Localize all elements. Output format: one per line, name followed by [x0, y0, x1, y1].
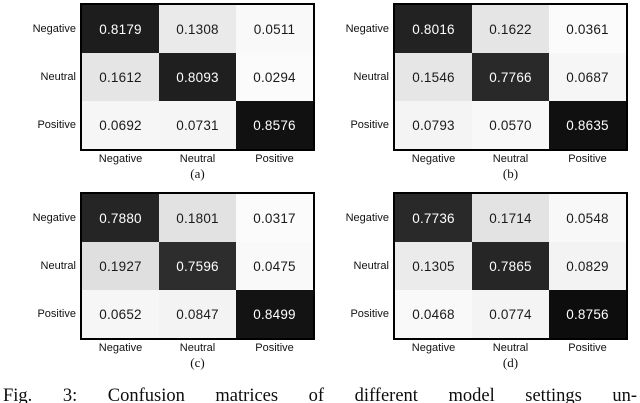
- y-tick-label: Neutral: [40, 71, 76, 83]
- y-tick-label: Positive: [350, 308, 389, 320]
- matrix-cell: 0.1305: [395, 242, 472, 290]
- matrix-cell: 0.8093: [159, 53, 236, 101]
- matrix-cell: 0.0361: [549, 5, 626, 53]
- matrix-cell: 0.1546: [395, 53, 472, 101]
- matrix-cell: 0.1801: [159, 194, 236, 242]
- matrix-cell: 0.0294: [236, 53, 313, 101]
- confusion-matrix-panel-a: 0.8179 0.1308 0.0511 0.1612 0.8093 0.0294 0.06…: [0, 0, 320, 186]
- x-tick-label: Neutral: [492, 153, 529, 165]
- x-tick-label: Positive: [568, 153, 607, 165]
- y-tick-label: Negative: [345, 23, 389, 35]
- matrix-cell: 0.0570: [472, 101, 549, 149]
- matrix-cell: 0.0475: [236, 242, 313, 290]
- matrix-cell: 0.8499: [236, 290, 313, 338]
- matrix-cell: 0.8635: [549, 101, 626, 149]
- matrix-cell: 0.0548: [549, 194, 626, 242]
- x-tick-label: Negative: [411, 342, 456, 354]
- confusion-matrix-panel-b: 0.8016 0.1622 0.0361 0.1546 0.7766 0.0687 0.07…: [313, 0, 633, 186]
- y-tick-label: Negative: [345, 212, 389, 224]
- subplot-label: (a): [190, 166, 205, 181]
- x-tick-label: Neutral: [492, 342, 529, 354]
- y-tick-label: Positive: [350, 119, 389, 131]
- matrix-cell: 0.7880: [82, 194, 159, 242]
- matrix-cell: 0.8016: [395, 5, 472, 53]
- matrix-cell: 0.0774: [472, 290, 549, 338]
- x-tick-label: Positive: [255, 342, 294, 354]
- y-tick-label: Positive: [37, 308, 76, 320]
- y-tick-label: Neutral: [40, 260, 76, 272]
- matrix-cell: 0.0829: [549, 242, 626, 290]
- x-tick-label: Negative: [98, 342, 143, 354]
- matrix-cell: 0.1612: [82, 53, 159, 101]
- x-tick-label: Negative: [411, 153, 456, 165]
- matrix-cell: 0.8576: [236, 101, 313, 149]
- x-tick-label: Negative: [98, 153, 143, 165]
- y-tick-label: Negative: [32, 23, 76, 35]
- confusion-matrix-panel-c: 0.7880 0.1801 0.0317 0.1927 0.7596 0.0475 0.06…: [0, 189, 320, 375]
- heatmap-grid: 0.8179 0.1308 0.0511 0.1612 0.8093 0.0294 0.06…: [80, 3, 315, 151]
- subplot-label: (b): [502, 166, 519, 181]
- x-tick-label: Neutral: [179, 153, 216, 165]
- matrix-cell: 0.0847: [159, 290, 236, 338]
- matrix-cell: 0.0317: [236, 194, 313, 242]
- matrix-cell: 0.1714: [472, 194, 549, 242]
- y-tick-label: Positive: [37, 119, 76, 131]
- matrix-cell: 0.7596: [159, 242, 236, 290]
- x-tick-label: Positive: [568, 342, 607, 354]
- figure-caption: Fig. 3: Confusion matrices of different …: [3, 386, 637, 403]
- matrix-cell: 0.0687: [549, 53, 626, 101]
- y-tick-label: Negative: [32, 212, 76, 224]
- matrix-cell: 0.7766: [472, 53, 549, 101]
- y-tick-label: Neutral: [353, 260, 389, 272]
- matrix-cell: 0.1927: [82, 242, 159, 290]
- x-tick-label: Positive: [255, 153, 294, 165]
- matrix-cell: 0.0731: [159, 101, 236, 149]
- x-tick-label: Neutral: [179, 342, 216, 354]
- matrix-cell: 0.8179: [82, 5, 159, 53]
- matrix-cell: 0.1308: [159, 5, 236, 53]
- matrix-cell: 0.0793: [395, 101, 472, 149]
- matrix-cell: 0.0511: [236, 5, 313, 53]
- matrix-cell: 0.8756: [549, 290, 626, 338]
- matrix-cell: 0.7865: [472, 242, 549, 290]
- confusion-matrix-panel-d: 0.7736 0.1714 0.0548 0.1305 0.7865 0.0829 0.04…: [313, 189, 633, 375]
- matrix-cell: 0.0692: [82, 101, 159, 149]
- matrix-cell: 0.7736: [395, 194, 472, 242]
- subplot-label: (d): [502, 355, 519, 370]
- heatmap-grid: 0.7736 0.1714 0.0548 0.1305 0.7865 0.0829 0.04…: [393, 192, 628, 340]
- matrix-cell: 0.1622: [472, 5, 549, 53]
- subplot-label: (c): [190, 355, 205, 370]
- heatmap-grid: 0.8016 0.1622 0.0361 0.1546 0.7766 0.0687 0.07…: [393, 3, 628, 151]
- matrix-cell: 0.0468: [395, 290, 472, 338]
- matrix-cell: 0.0652: [82, 290, 159, 338]
- heatmap-grid: 0.7880 0.1801 0.0317 0.1927 0.7596 0.0475 0.06…: [80, 192, 315, 340]
- y-tick-label: Neutral: [353, 71, 389, 83]
